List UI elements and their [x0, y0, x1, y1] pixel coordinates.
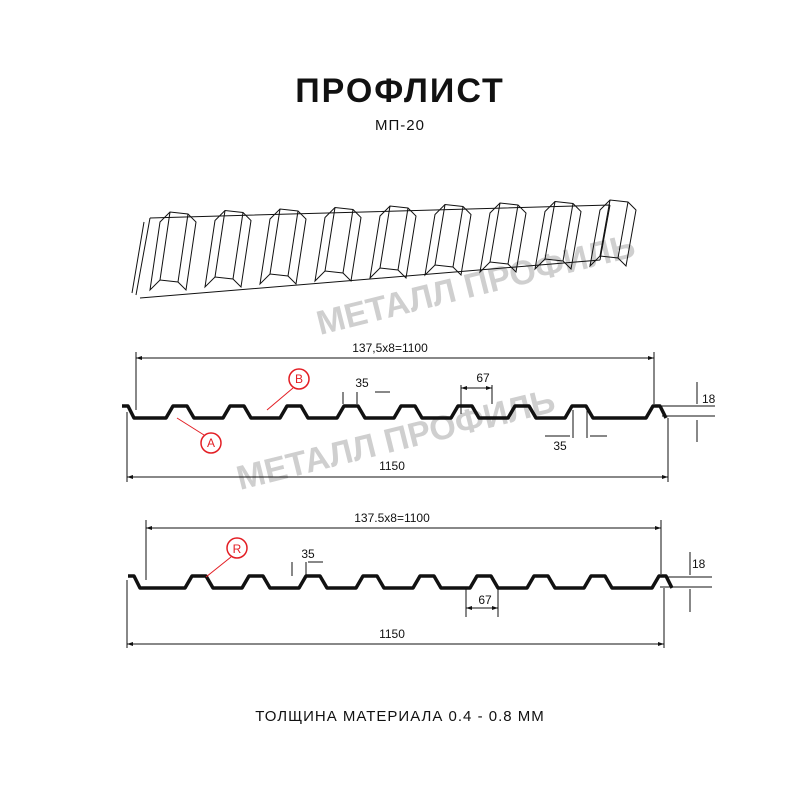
watermark-text-1: МЕТАЛЛ ПРОФИЛЬ [313, 227, 639, 343]
rib-9 [589, 199, 637, 268]
sheet-3d-view [131, 199, 637, 299]
page-title: ПРОФЛИСТ [295, 72, 505, 110]
rib-7 [479, 202, 527, 274]
width-label-r: 1150 [379, 627, 405, 641]
rib-6 [424, 203, 472, 277]
marker-b: B [295, 372, 303, 386]
rib-edge-l-8 [544, 201, 556, 260]
rib-edge-l-3 [269, 208, 281, 275]
marker-r: R [233, 542, 242, 556]
rib-edge-r-1 [177, 213, 189, 283]
marker-b-circle [288, 368, 310, 390]
rib-top-label-a: 35 [355, 376, 369, 390]
rib-8 [534, 200, 582, 271]
rib-edge-l-1 [159, 211, 171, 281]
rib-edge-l-2 [214, 210, 226, 278]
rib-bottom-label-a: 35 [553, 439, 567, 453]
rib-edge-r-9 [617, 201, 629, 259]
rib-edge-r-5 [397, 207, 409, 271]
watermark-text-2: МЕТАЛЛ ПРОФИЛЬ [233, 382, 559, 498]
profile-r-line [128, 574, 674, 590]
rib-top-label-r: 35 [301, 547, 315, 561]
marker-b-leader [266, 387, 294, 411]
profile-r [126, 520, 712, 648]
rib-edge-r-8 [562, 203, 574, 262]
rib-edge-r-6 [452, 206, 464, 268]
rib-edge-l-5 [379, 205, 391, 269]
rib-base-label-r: 67 [478, 593, 492, 607]
marker-a-leader [176, 417, 205, 436]
rib-edge-l-9 [599, 199, 611, 257]
rib-base-label-a: 67 [476, 371, 490, 385]
model-label: МП-20 [375, 117, 425, 134]
height-label-a: 18 [702, 392, 716, 406]
rib-edge-l-4 [324, 207, 336, 272]
height-label-r: 18 [692, 557, 706, 571]
marker-r-leader [205, 556, 232, 578]
width-label-a: 1150 [379, 459, 405, 473]
pitch-label-r: 137.5x8=1100 [354, 511, 430, 525]
marker-r-circle [226, 537, 248, 559]
rib-2 [204, 209, 252, 289]
marker-a: A [207, 436, 215, 450]
rib-edge-l-6 [434, 204, 446, 266]
rib-edge-r-3 [287, 210, 299, 277]
rib-edge-l-7 [489, 202, 501, 263]
rib-edge-r-2 [232, 212, 244, 280]
rib-3 [259, 208, 307, 286]
profile-a-line [122, 404, 668, 420]
profile-a [122, 352, 715, 482]
watermark: МЕТАЛЛ ПРОФИЛЬ МЕТАЛЛ ПРОФИЛЬ [233, 227, 639, 498]
sheet-outline [131, 204, 611, 299]
pitch-label-a: 137,5x8=1100 [352, 341, 428, 355]
rib-edge-r-7 [507, 204, 519, 265]
rib-1 [149, 211, 197, 292]
rib-edge-r-4 [342, 209, 354, 274]
material-thickness-note: ТОЛЩИНА МАТЕРИАЛА 0.4 - 0.8 ММ [255, 708, 545, 725]
marker-a-circle [200, 432, 222, 454]
rib-5 [369, 205, 417, 280]
rib-4 [314, 206, 362, 283]
